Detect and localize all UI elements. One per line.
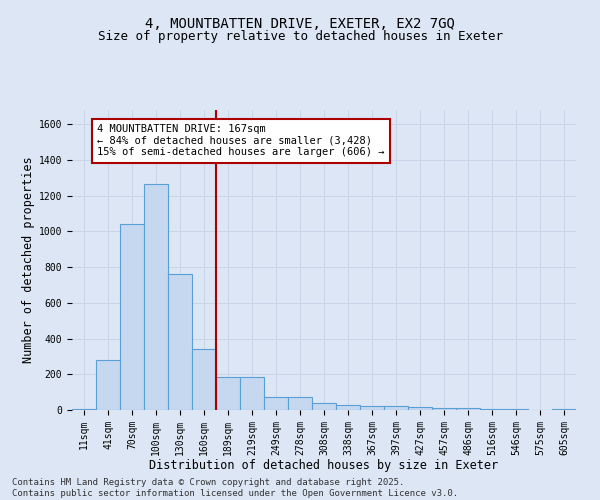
Bar (312, 403, 336, 410)
Bar (456, 408, 480, 410)
Bar (168, 274, 192, 410)
Bar (192, 350, 216, 410)
Text: Contains HM Land Registry data © Crown copyright and database right 2025.
Contai: Contains HM Land Registry data © Crown c… (12, 478, 458, 498)
Bar (72, 409, 96, 410)
Y-axis label: Number of detached properties: Number of detached properties (22, 156, 35, 364)
Bar (408, 408, 432, 410)
Bar (504, 409, 528, 410)
Bar (264, 396, 288, 410)
Bar (144, 184, 168, 410)
Bar (288, 396, 312, 410)
Bar (384, 406, 408, 410)
Bar (96, 360, 120, 410)
Bar (216, 377, 240, 410)
Bar (360, 406, 384, 410)
Bar (432, 408, 456, 410)
Bar (336, 404, 360, 410)
Bar (240, 377, 264, 410)
Text: 4, MOUNTBATTEN DRIVE, EXETER, EX2 7GQ: 4, MOUNTBATTEN DRIVE, EXETER, EX2 7GQ (145, 18, 455, 32)
Bar (552, 409, 576, 410)
Text: 4 MOUNTBATTEN DRIVE: 167sqm
← 84% of detached houses are smaller (3,428)
15% of : 4 MOUNTBATTEN DRIVE: 167sqm ← 84% of det… (97, 124, 385, 158)
Bar (120, 224, 144, 410)
X-axis label: Distribution of detached houses by size in Exeter: Distribution of detached houses by size … (149, 459, 499, 472)
Bar (480, 409, 504, 410)
Text: Size of property relative to detached houses in Exeter: Size of property relative to detached ho… (97, 30, 503, 43)
